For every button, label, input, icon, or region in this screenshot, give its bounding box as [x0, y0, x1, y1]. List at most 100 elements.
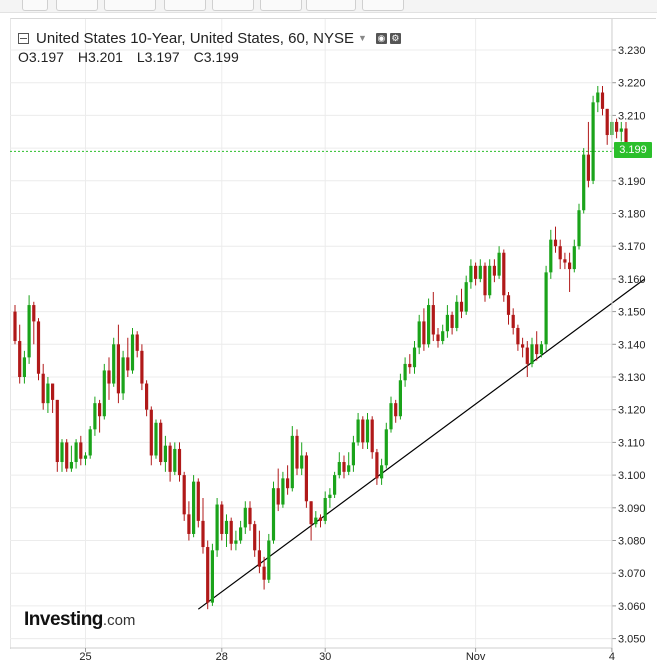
candle [549, 229, 553, 279]
candle-body [69, 462, 73, 469]
candle-body [27, 305, 31, 358]
candle [257, 530, 261, 574]
gear-icon[interactable]: ⚙ [389, 32, 401, 44]
candle-body [412, 347, 417, 368]
candle-body [13, 311, 17, 342]
visibility-icon[interactable]: ◉ [375, 32, 387, 44]
collapse-icon[interactable] [18, 32, 29, 44]
candle-body [290, 435, 294, 489]
candle-body [79, 442, 83, 459]
candle [69, 445, 73, 472]
y-tick-label: 3.190 [618, 176, 646, 188]
candle-body [356, 419, 360, 443]
candle [558, 239, 562, 270]
candle [36, 318, 41, 381]
chevron-down-icon[interactable]: ▼ [357, 33, 367, 43]
candle [314, 511, 318, 528]
candle [46, 377, 50, 413]
candle [398, 373, 402, 420]
candle [262, 556, 266, 590]
candle [159, 419, 163, 466]
candle [408, 354, 412, 374]
candle [135, 331, 139, 358]
chart-title: United States 10-Year, United States, 60… [36, 29, 354, 47]
candle-body [281, 478, 285, 505]
candle-body [624, 128, 628, 152]
chart-frame [10, 18, 656, 649]
candle-body [257, 550, 261, 567]
trendline-layer [197, 278, 646, 610]
candle-body [361, 419, 365, 443]
candle-body [586, 154, 590, 181]
candle [304, 452, 308, 508]
candles-icon[interactable] [22, 0, 48, 11]
y-tick-label: 3.120 [618, 405, 646, 417]
candle [361, 416, 365, 449]
candle-body [295, 435, 299, 469]
candle-body [488, 265, 492, 296]
candle [177, 442, 182, 482]
candle-body [459, 301, 464, 312]
candle-body [375, 452, 379, 479]
candle-body [422, 321, 426, 345]
compare-icon[interactable] [260, 0, 302, 11]
candle [253, 520, 257, 557]
candle [455, 295, 459, 332]
candle [130, 327, 135, 374]
y-tick-label: 3.130 [618, 372, 646, 384]
candle [229, 517, 233, 551]
zoom-icon[interactable] [306, 0, 356, 11]
candle-body [441, 331, 445, 342]
candle-body [436, 334, 440, 342]
candle-body [239, 527, 243, 541]
candle-body [558, 246, 562, 260]
candle-body [525, 347, 529, 364]
x-tick-label: 4 [609, 651, 615, 663]
candle [32, 301, 36, 345]
candle [281, 471, 285, 508]
candle [431, 291, 435, 342]
chart-toolbar [0, 0, 657, 13]
candle [450, 311, 454, 335]
y-tick-label: 3.210 [618, 110, 646, 122]
candle-body [55, 399, 59, 463]
candle-body [596, 92, 600, 103]
candle [55, 399, 59, 472]
candle-body [18, 341, 22, 377]
candle [116, 324, 120, 404]
candle [333, 471, 337, 498]
candle-body [220, 504, 224, 534]
y-tick-label: 3.110 [618, 437, 645, 449]
candle-body [206, 547, 210, 603]
candle-body [276, 488, 280, 505]
candle-body [74, 442, 78, 463]
y-tick-label: 3.060 [618, 601, 646, 613]
candle [492, 259, 496, 283]
candle [577, 203, 581, 250]
candle [98, 399, 102, 433]
candle [328, 488, 332, 508]
indicator-icon[interactable] [104, 0, 156, 11]
candle-body [553, 239, 558, 247]
draw-icon[interactable] [362, 0, 404, 11]
settings-icon[interactable] [164, 0, 206, 11]
candle-body [347, 465, 351, 472]
candle-body [304, 455, 308, 502]
candle [445, 305, 449, 338]
candle [342, 455, 346, 479]
candle-body [516, 327, 520, 345]
candle-body [619, 128, 623, 132]
candle [201, 497, 205, 554]
candle-body [112, 344, 116, 384]
candle-body [577, 210, 581, 247]
candle [206, 540, 210, 610]
volume-icon[interactable] [212, 0, 254, 11]
candle [412, 341, 417, 374]
candle-body [201, 520, 205, 548]
bar-type-icon[interactable] [56, 0, 98, 11]
candle [337, 452, 341, 479]
candle-body [309, 501, 313, 525]
candle-body [474, 265, 478, 279]
candle-body [314, 517, 318, 525]
